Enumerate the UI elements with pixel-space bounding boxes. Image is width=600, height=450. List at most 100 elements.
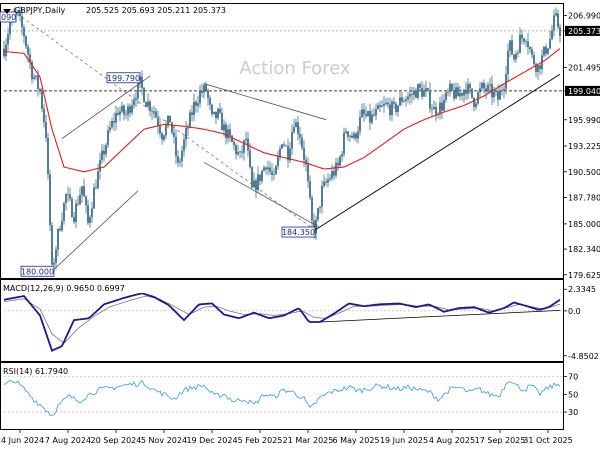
macd-panel-frame <box>0 279 564 362</box>
candle-body <box>523 38 525 42</box>
candle-body <box>71 198 73 218</box>
candle-body <box>503 88 505 91</box>
candle-body <box>249 150 251 168</box>
candle-body <box>113 121 115 123</box>
candle-body <box>479 88 481 93</box>
candle-body <box>187 127 189 129</box>
candle-body <box>203 84 205 93</box>
price-tick-label: 179.625 <box>568 271 600 280</box>
candle-body <box>483 82 485 89</box>
candle-body <box>235 145 237 155</box>
candle-body <box>171 122 173 133</box>
candle-body <box>319 206 321 209</box>
candle-body <box>61 220 63 231</box>
price-tick-label: 190.500 <box>568 168 600 177</box>
candle-body <box>185 128 187 140</box>
moving-average <box>3 48 561 173</box>
candle-body <box>515 53 517 60</box>
candle-body <box>343 132 345 154</box>
candle-body <box>173 132 175 137</box>
candle-body <box>77 203 79 205</box>
candle-body <box>413 90 415 95</box>
candle-body <box>135 98 137 101</box>
candle-body <box>215 111 217 119</box>
candle-body <box>387 102 389 105</box>
candle-body <box>101 150 103 161</box>
candle-body <box>329 178 331 180</box>
candle-body <box>293 127 295 133</box>
candle-body <box>55 249 57 263</box>
candle-body <box>263 167 265 171</box>
candle-body <box>5 44 7 57</box>
candle-body <box>369 110 371 123</box>
macd-lines <box>3 292 563 352</box>
candle-body <box>559 27 561 36</box>
candle-body <box>333 171 335 176</box>
candle-body <box>511 40 513 55</box>
candle-body <box>119 111 121 115</box>
candle-body <box>59 228 61 231</box>
candle-body <box>389 104 391 116</box>
candle-body <box>429 90 431 109</box>
candle-body <box>475 103 477 107</box>
candle-body <box>287 145 289 161</box>
candle-body <box>165 124 167 136</box>
candle-body <box>79 195 81 205</box>
date-tick-label: 20 Sep 2024 <box>91 436 142 445</box>
candles <box>3 6 561 271</box>
candle-body <box>393 101 395 104</box>
candle-body <box>157 117 159 127</box>
trendlines <box>51 73 561 272</box>
candle-body <box>283 144 285 146</box>
date-tick-label: 5 Nov 2024 <box>141 436 187 445</box>
candle-body <box>441 102 443 111</box>
candle-body <box>509 40 511 51</box>
candle-body <box>257 174 259 191</box>
candle-body <box>167 115 169 125</box>
annotation-box <box>20 265 55 277</box>
level-label: 199.040 <box>568 87 600 96</box>
collapse-triangle-icon[interactable] <box>3 9 11 14</box>
candle-body <box>537 65 539 72</box>
candle-body <box>7 34 9 45</box>
candle-body <box>9 22 11 35</box>
candle-body <box>65 194 67 203</box>
candle-body <box>349 135 351 137</box>
candle-body <box>543 46 545 56</box>
candle-body <box>497 90 499 100</box>
candle-body <box>241 151 243 153</box>
candle-body <box>315 219 317 234</box>
candle-body <box>87 205 89 223</box>
candle-body <box>545 46 547 54</box>
channel-lower-2 <box>203 161 321 229</box>
channel-upper-1 <box>61 75 151 139</box>
candle-body <box>421 87 423 97</box>
candle-body <box>153 111 155 113</box>
candle-body <box>557 13 559 28</box>
candle-body <box>159 126 161 134</box>
candle-body <box>285 145 287 147</box>
price-tick-label: 185.000 <box>568 220 600 229</box>
candle-body <box>151 111 153 112</box>
candle-body <box>407 96 409 100</box>
candle-body <box>269 167 271 172</box>
rising-trendline <box>314 73 561 231</box>
candle-body <box>53 262 55 265</box>
price-tick-label: 182.340 <box>568 245 600 254</box>
candle-body <box>381 105 383 107</box>
annotation-label: 184.350 <box>282 228 315 237</box>
candle-body <box>549 39 551 49</box>
candle-body <box>357 131 359 139</box>
candle-body <box>279 148 281 157</box>
candle-body <box>471 88 473 98</box>
rsi-lines <box>3 376 563 416</box>
candle-body <box>277 156 279 167</box>
candle-body <box>507 50 509 75</box>
candle-body <box>463 89 465 96</box>
candle-body <box>525 41 527 43</box>
candle-body <box>117 112 119 115</box>
date-tick-label: 31 Oct 2025 <box>523 436 572 445</box>
candle-body <box>291 132 293 149</box>
price-panel-title: GBPJPY,Daily <box>14 6 65 15</box>
